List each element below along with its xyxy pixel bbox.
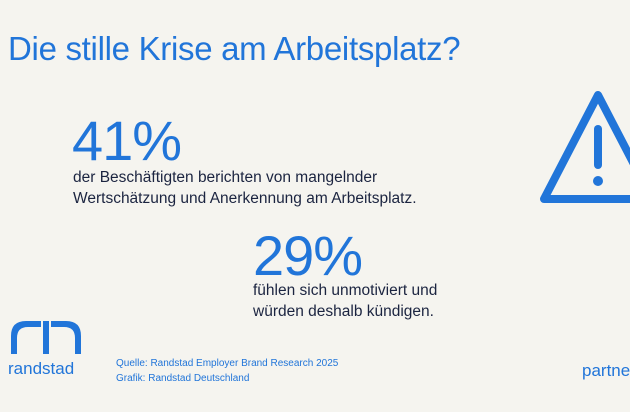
randstad-logo-icon [11, 321, 81, 354]
stat-value-41: 41% [72, 109, 182, 172]
warning-triangle-icon [540, 91, 630, 203]
stat-description-29: fühlen sich unmotiviert und würden desha… [253, 280, 437, 322]
stat-description-41: der Beschäftigten berichten von mangelnd… [73, 167, 417, 209]
source-line: Quelle: Randstad Employer Brand Research… [116, 358, 339, 369]
stat-description-line: Wertschätzung und Anerkennung am Arbeits… [73, 190, 417, 207]
stat-description-line: der Beschäftigten berichten von mangelnd… [73, 169, 378, 186]
source-note: Quelle: Randstad Employer Brand Research… [116, 356, 338, 386]
stat-value-29: 29% [253, 224, 363, 287]
brand-name: randstad [8, 359, 75, 378]
stat-description-line: würden deshalb kündigen. [253, 303, 434, 320]
partner-label: partne [582, 361, 630, 380]
stat-description-line: fühlen sich unmotiviert und [253, 282, 438, 299]
graphic-credit-line: Grafik: Randstad Deutschland [116, 373, 250, 384]
page-title: Die stille Krise am Arbeitsplatz? [8, 30, 461, 67]
